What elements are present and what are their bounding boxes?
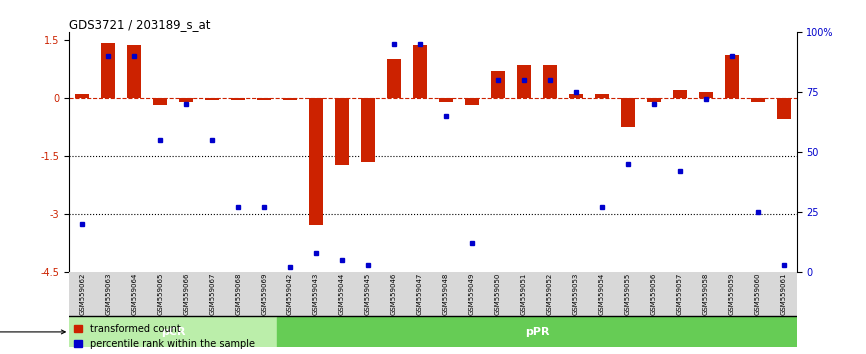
Text: GSM559053: GSM559053 [573, 273, 578, 315]
Bar [153, 98, 167, 105]
Text: GSM559062: GSM559062 [80, 273, 85, 315]
Bar [257, 98, 271, 99]
Text: GSM559057: GSM559057 [677, 273, 682, 315]
Bar [309, 98, 323, 225]
Text: GSM559061: GSM559061 [781, 273, 786, 315]
Bar [569, 94, 583, 98]
Text: GSM559045: GSM559045 [365, 273, 371, 315]
Text: GSM559066: GSM559066 [184, 273, 189, 315]
Bar [387, 59, 401, 98]
Text: GSM559043: GSM559043 [313, 273, 319, 315]
Bar [465, 98, 479, 105]
Bar [725, 55, 739, 98]
Bar [75, 94, 89, 98]
Text: GSM559069: GSM559069 [262, 273, 267, 315]
Bar [335, 98, 349, 165]
Bar [231, 98, 245, 99]
Text: GSM559058: GSM559058 [703, 273, 708, 315]
Bar [127, 45, 141, 98]
Text: GSM559059: GSM559059 [729, 273, 734, 315]
Text: GSM559054: GSM559054 [599, 273, 604, 315]
Text: GSM559047: GSM559047 [417, 273, 423, 315]
Text: GSM559051: GSM559051 [521, 273, 527, 315]
Bar [179, 98, 193, 102]
Text: GSM559049: GSM559049 [469, 273, 475, 315]
Bar [517, 65, 531, 98]
Text: GSM559056: GSM559056 [651, 273, 656, 315]
Text: GSM559044: GSM559044 [339, 273, 345, 315]
Text: GSM559068: GSM559068 [236, 273, 241, 315]
Text: pPR: pPR [525, 327, 549, 337]
Bar [101, 44, 115, 98]
Bar [69, 272, 797, 315]
Text: pCR: pCR [161, 327, 185, 337]
Bar [673, 90, 687, 98]
Text: GSM559055: GSM559055 [625, 273, 630, 315]
Bar [699, 92, 713, 98]
Bar [647, 98, 661, 102]
Text: GSM559052: GSM559052 [547, 273, 553, 315]
Bar [413, 45, 427, 98]
Bar [595, 94, 609, 98]
Text: GSM559060: GSM559060 [755, 273, 760, 315]
Bar [621, 98, 635, 127]
Bar [751, 98, 765, 102]
Text: disease state: disease state [0, 327, 65, 337]
Text: GDS3721 / 203189_s_at: GDS3721 / 203189_s_at [69, 18, 210, 31]
Bar [361, 98, 375, 161]
Bar [777, 98, 791, 119]
Text: GSM559046: GSM559046 [391, 273, 397, 315]
Bar [205, 98, 219, 99]
Text: GSM559042: GSM559042 [288, 273, 293, 315]
Text: GSM559065: GSM559065 [158, 273, 163, 315]
Text: GSM559064: GSM559064 [132, 273, 137, 315]
Text: GSM559048: GSM559048 [443, 273, 449, 315]
Bar [283, 98, 297, 99]
Bar [69, 317, 277, 347]
Text: GSM559063: GSM559063 [106, 273, 111, 315]
Bar [491, 70, 505, 98]
Text: GSM559050: GSM559050 [495, 273, 501, 315]
Text: GSM559067: GSM559067 [210, 273, 215, 315]
Bar [277, 317, 797, 347]
Bar [543, 65, 557, 98]
Bar [439, 98, 453, 102]
Legend: transformed count, percentile rank within the sample: transformed count, percentile rank withi… [74, 324, 255, 349]
